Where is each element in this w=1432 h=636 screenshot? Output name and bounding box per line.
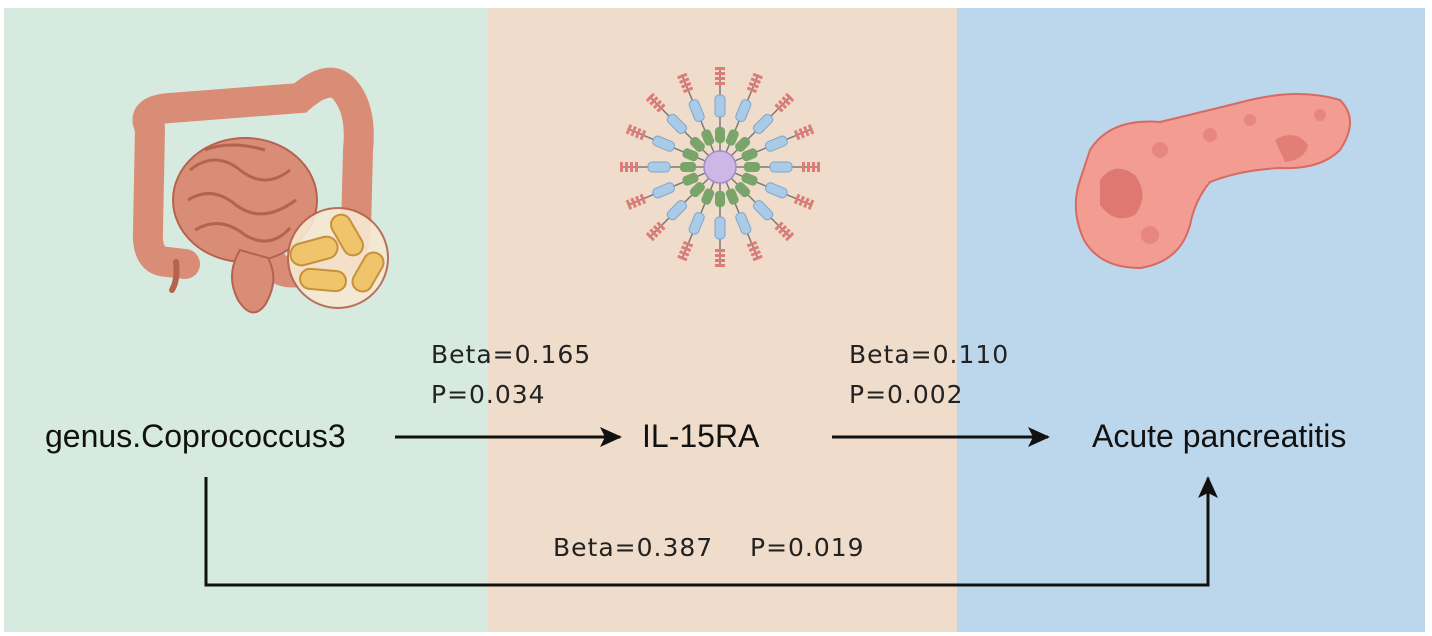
node-mediator: IL-15RA xyxy=(642,418,760,454)
stat-p-direct: P=0.019 xyxy=(750,533,865,562)
edge-direct xyxy=(204,476,1218,587)
intestine-with-bacteria-icon xyxy=(132,67,389,314)
il15ra-receptor-icon xyxy=(620,67,820,267)
stat-beta-a: Beta=0.165 xyxy=(431,340,591,369)
pancreas-panel xyxy=(957,8,1425,632)
stat-p-b: P=0.002 xyxy=(849,380,964,409)
pancreas-icon xyxy=(1074,93,1351,270)
node-exposure: genus.Coprococcus3 xyxy=(45,418,346,454)
stat-beta-b: Beta=0.110 xyxy=(849,340,1009,369)
node-outcome: Acute pancreatitis xyxy=(1092,418,1346,454)
stat-p-a: P=0.034 xyxy=(431,380,546,409)
stat-beta-direct: Beta=0.387 xyxy=(553,533,713,562)
